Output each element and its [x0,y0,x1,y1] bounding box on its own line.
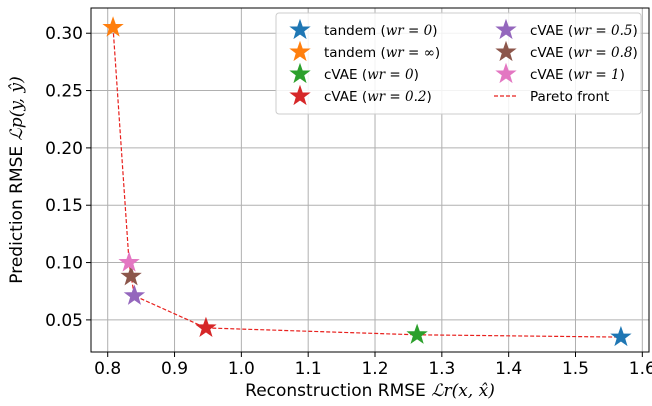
legend-marker-icon [495,40,517,62]
legend-name: cVAE [324,89,358,105]
marker-cvae-wr-1 [118,251,140,272]
legend-param: wr = 0.8 [573,45,633,61]
y-axis-label-math: ℒp(y, ŷ) [7,76,27,140]
y-axis-label-text: Prediction RMSE [7,140,27,283]
legend-label: cVAE (wr = 0.5) [530,23,638,39]
marker-layer [102,16,632,347]
legend-name: Pareto front [530,89,609,105]
marker-cvae-wr-0-2 [195,316,217,337]
marker-cvae-wr-0-5 [123,284,146,305]
legend-marker-icon [289,62,311,84]
legend-item-cvae-wr-0-5: cVAE (wr = 0.5) [495,18,638,40]
y-tick-label: 0.20 [45,139,83,159]
legend-item-cvae-wr-1: cVAE (wr = 1) [495,62,625,84]
legend-item-cvae-wr-0: cVAE (wr = 0) [289,62,419,84]
x-tick-label: 0.8 [94,359,121,379]
y-tick-label: 0.10 [45,254,83,274]
legend-item-pareto-front: Pareto front [494,89,609,105]
legend-marker-icon [289,18,311,40]
legend-label: cVAE (wr = 0) [324,67,419,83]
y-axis-label: Prediction RMSE ℒp(y, ŷ) [7,76,27,283]
x-tick-label: 1.3 [428,359,455,379]
x-axis: 0.8 0.9 1.0 1.1 1.2 1.3 1.4 1.5 1.6 [94,352,652,379]
legend-name: cVAE [530,67,564,83]
legend-name: cVAE [530,23,564,39]
legend: tandem (wr = 0) tandem (wr = ∞) cVAE (wr =… [275,12,642,115]
legend-marker-icon [289,84,311,106]
x-axis-label-math: ℒr(x, x̂) [431,381,495,401]
legend-name: cVAE [530,45,564,61]
legend-item-cvae-wr-0-2: cVAE (wr = 0.2) [289,84,432,106]
legend-name: tandem [324,23,376,39]
plot-frame [90,7,650,353]
marker-cvae-wr-0 [406,323,428,344]
x-axis-label-text: Reconstruction RMSE [245,381,431,401]
legend-item-tandem-wr: tandem (wr = ∞) [289,40,440,62]
y-tick-label: 0.30 [45,24,83,44]
legend-marker-icon [495,62,517,84]
x-tick-label: 1.1 [295,359,322,379]
legend-param: wr = 1 [573,67,620,83]
legend-name: tandem [324,45,376,61]
legend-param: wr = 0 [367,67,414,83]
x-tick-label: 1.5 [562,359,589,379]
x-tick-label: 1.6 [629,359,652,379]
legend-label: cVAE (wr = 0.8) [530,45,638,61]
marker-cvae-wr-0-8 [120,265,142,286]
legend-marker-icon [495,18,517,40]
marker-tandem-wr [102,16,124,37]
legend-label: Pareto front [530,89,609,105]
marker-tandem-wr-0 [610,325,632,347]
y-tick-label: 0.15 [45,196,83,216]
legend-label: tandem (wr = 0) [324,23,438,39]
legend-item-tandem-wr-0: tandem (wr = 0) [289,18,438,40]
y-tick-label: 0.05 [45,311,83,331]
legend-item-cvae-wr-0-8: cVAE (wr = 0.8) [495,40,638,62]
x-tick-label: 1.0 [228,359,255,379]
x-tick-label: 1.4 [495,359,522,379]
legend-param: wr = ∞ [386,45,435,61]
legend-param: wr = 0.2 [367,89,426,105]
legend-param: wr = 0.5 [573,23,632,39]
legend-label: cVAE (wr = 0.2) [324,89,432,105]
legend-label: tandem (wr = ∞) [324,45,440,61]
x-tick-label: 1.2 [361,359,388,379]
y-axis: 0.05 0.10 0.15 0.20 0.25 0.30 [45,24,91,331]
legend-param: wr = 0 [386,23,433,39]
x-axis-label: Reconstruction RMSE ℒr(x, x̂) [245,381,495,401]
legend-label: cVAE (wr = 1) [530,67,625,83]
x-tick-label: 0.9 [161,359,188,379]
legend-marker-icon [289,40,311,62]
legend-name: cVAE [324,67,358,83]
y-tick-label: 0.25 [45,82,83,102]
legend-frame [275,12,642,115]
